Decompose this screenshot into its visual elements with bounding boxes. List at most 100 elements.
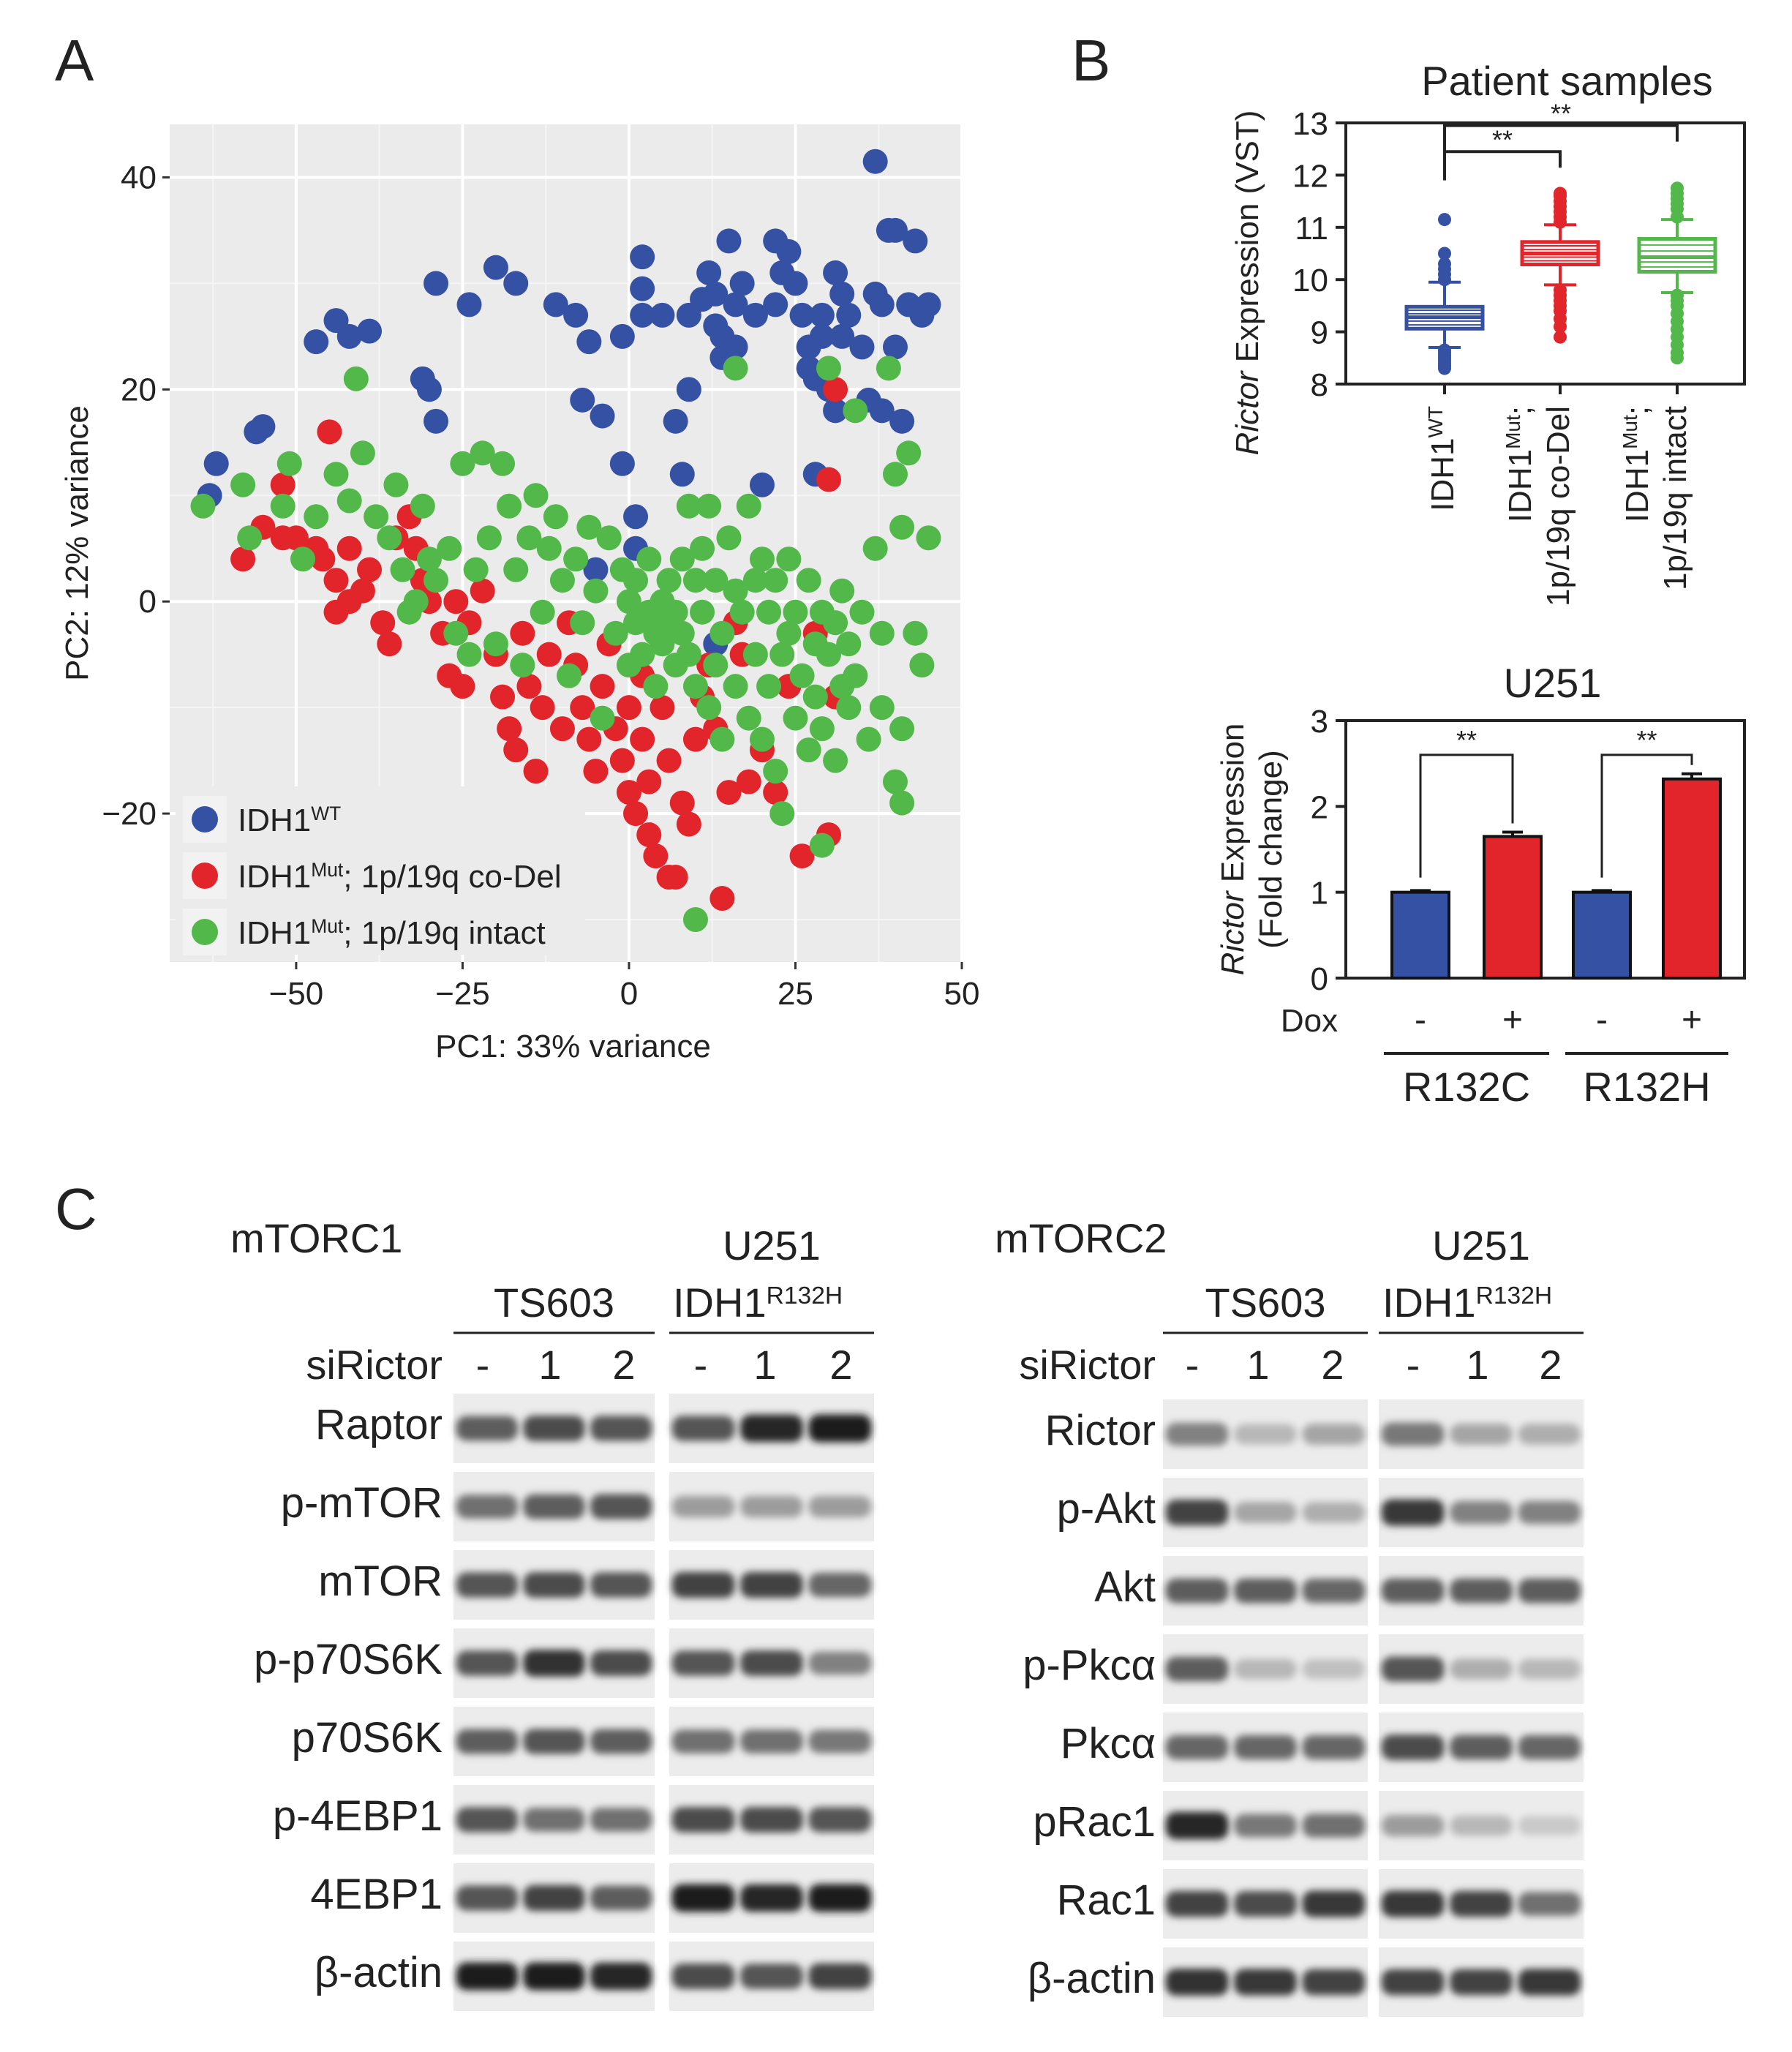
blot-row-label: p-4EBP1 — [273, 1792, 443, 1840]
blot-band — [456, 1729, 518, 1754]
blot-band — [523, 1808, 585, 1832]
pca-point-series-1 — [336, 535, 362, 561]
blot-band — [671, 1650, 735, 1676]
pca-point-series-2 — [856, 726, 881, 752]
pca-point-series-0 — [576, 329, 602, 355]
pca-point-series-1 — [270, 472, 295, 497]
blot-band — [740, 1495, 803, 1518]
blot-band — [1165, 1969, 1229, 1996]
pca-point-series-1 — [816, 467, 841, 492]
pca-point-series-0 — [723, 334, 748, 360]
bar-group-label-0: R132C — [1403, 1064, 1530, 1110]
blot-row-label: Raptor — [315, 1401, 443, 1448]
pca-point-series-0 — [763, 292, 788, 317]
pca-point-series-2 — [570, 610, 595, 636]
blot-band — [1450, 1578, 1513, 1604]
pca-point-series-2 — [836, 695, 862, 721]
pca-point-series-1 — [323, 599, 349, 625]
bar-y-tick-label: 3 — [1311, 704, 1328, 740]
pca-point-series-1 — [317, 419, 342, 445]
blot-lane-5: 2 — [1539, 1342, 1562, 1388]
pca-point-series-0 — [203, 451, 229, 476]
blot-band — [1450, 1658, 1513, 1680]
pca-point-series-2 — [896, 440, 922, 466]
pca-point-series-1 — [709, 886, 735, 912]
pca-x-axis-label: PC1: 33% variance — [435, 1029, 711, 1064]
pca-point-series-2 — [390, 557, 415, 582]
blot-row-label: Pkcα — [1061, 1720, 1156, 1767]
pca-point-series-1 — [510, 620, 535, 646]
pca-point-series-1 — [536, 642, 562, 667]
blot-lane-4: 1 — [753, 1342, 776, 1388]
pca-point-series-2 — [656, 568, 682, 593]
pca-point-series-2 — [802, 684, 828, 710]
pca-point-series-2 — [749, 546, 775, 572]
pca-point-series-2 — [816, 356, 841, 381]
blot-band — [671, 1807, 735, 1833]
pca-point-series-1 — [570, 695, 595, 721]
pca-point-series-2 — [682, 568, 708, 593]
blot-cell1-0: TS603 — [494, 1279, 614, 1326]
bar-dox-label-3: + — [1682, 1001, 1702, 1040]
pca-point-series-1 — [636, 822, 662, 848]
pca-point-series-0 — [829, 323, 855, 349]
pca-point-series-1 — [497, 716, 522, 742]
box-y-tick-label: 12 — [1292, 158, 1328, 194]
pca-point-series-2 — [343, 366, 369, 391]
blot-band — [671, 1963, 735, 1989]
blot-band — [1302, 1735, 1366, 1760]
box-x-label-sup: Mut — [1619, 415, 1641, 449]
blot-band — [1518, 1500, 1581, 1525]
box-outlier-2 — [1671, 181, 1684, 195]
pca-point-series-0 — [723, 292, 748, 317]
pca-point-series-2 — [650, 631, 675, 657]
blot-band — [456, 1807, 518, 1833]
pca-point-series-2 — [789, 663, 815, 688]
pca-point-series-2 — [742, 568, 768, 593]
pca-point-series-0 — [630, 276, 655, 301]
pca-point-series-0 — [669, 462, 695, 487]
blot-cell2-top-1: U251 — [1432, 1222, 1530, 1269]
blot-band — [1518, 1424, 1581, 1445]
blot-band — [1450, 1969, 1513, 1996]
pca-point-series-2 — [423, 568, 449, 593]
blot-row-label: mTOR — [318, 1557, 443, 1605]
pca-point-series-2 — [497, 493, 522, 519]
blot-band — [523, 1416, 585, 1441]
blot-lane-0: - — [476, 1342, 490, 1388]
pca-point-series-2 — [503, 557, 529, 582]
pca-point-series-2 — [543, 504, 568, 530]
pca-point-series-2 — [237, 525, 263, 551]
pca-point-series-1 — [370, 610, 396, 636]
blot-cell2-name-1-sup: R132H — [1476, 1282, 1553, 1309]
blot-lane-0: - — [1186, 1342, 1200, 1388]
pca-point-series-1 — [643, 843, 669, 869]
pca-point-series-2 — [809, 716, 835, 742]
bar-y-axis-label-rest: Expression — [1215, 724, 1251, 892]
blot-lane-2: 2 — [1321, 1342, 1344, 1388]
pca-point-series-2 — [623, 568, 649, 593]
pca-point-series-0 — [503, 271, 529, 296]
pca-point-series-1 — [377, 631, 402, 657]
pca-point-series-1 — [789, 843, 815, 869]
panel-b-u251-barchart: U251 0 1 2 3 Rictor Expression (Fold change) - +… — [1215, 660, 1746, 1110]
pca-point-series-2 — [276, 451, 302, 476]
pca-point-series-2 — [816, 642, 841, 667]
pca-point-series-2 — [536, 535, 562, 561]
box-x-label-0: IDH1WT — [1424, 406, 1461, 511]
pca-point-series-2 — [829, 578, 855, 604]
pca-point-series-1 — [583, 759, 609, 784]
pca-point-series-0 — [776, 238, 802, 264]
pca-point-series-2 — [270, 493, 295, 519]
blot-band — [523, 1650, 585, 1677]
box-x-label-main: IDH1 — [1502, 449, 1538, 522]
pca-point-series-2 — [443, 620, 469, 646]
pca-point-series-1 — [549, 716, 575, 742]
pca-point-series-2 — [796, 737, 821, 763]
bar-1 — [1483, 835, 1543, 980]
blot-band — [808, 1572, 872, 1598]
pca-point-series-1 — [616, 780, 641, 805]
pca-point-series-0 — [862, 149, 888, 174]
pca-point-series-1 — [357, 557, 383, 582]
pca-point-series-0 — [456, 292, 482, 317]
